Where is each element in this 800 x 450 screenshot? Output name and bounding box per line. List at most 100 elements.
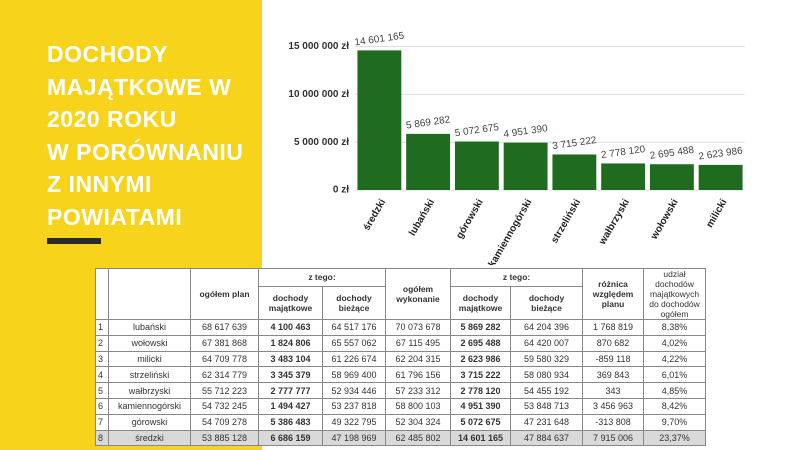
table-cell: lubański [108,319,191,336]
table-cell: 58 969 400 [321,366,387,384]
table-cell: 54 732 245 [190,397,259,415]
value-label: 2 623 986 [698,145,744,162]
slide-title: DOCHODY MAJĄTKOWE W 2020 ROKU W PORÓWNANIU Z… [47,38,243,233]
y-tick-label: 0 zł [333,185,349,196]
value-label: 2 778 120 [600,144,646,161]
bar [601,163,646,190]
table-cell: 68 617 639 [190,319,259,336]
header-cell: różnica względem planu [582,268,645,320]
header-row: ogółem plan z tego: ogółem wykonanie z t… [95,268,707,320]
table-cell: 52 934 446 [321,382,387,399]
x-tick-label: strzeliński [549,197,583,245]
y-tick-label: 5 000 000 zł [294,137,349,148]
table-cell: 1 824 806 [258,334,323,352]
value-label: 5 869 282 [405,114,451,131]
table-cell: 47 198 969 [321,429,387,447]
table-cell: 64 517 176 [321,319,387,336]
x-tick-label: kamiennogórski [487,197,535,265]
title-line: 2020 ROKU [47,106,177,132]
data-table: ogółem plan z tego: ogółem wykonanie z t… [95,268,707,447]
table-cell: 65 557 062 [321,334,387,352]
table-cell: 23,37% [643,429,707,447]
y-tick-label: 10 000 000 zł [288,89,349,100]
bar [406,133,451,190]
header-cell: ogółem plan [190,268,259,320]
table-cell: 4,02% [643,334,707,352]
x-tick-label: wołowski [649,197,681,242]
bar [357,50,402,190]
title-line: Z INNYMI [47,171,152,197]
table-cell: 61 226 674 [321,350,387,368]
value-label: 5 072 675 [454,122,500,139]
header-row: dochody majątkowe dochody bieżące dochod… [96,285,706,321]
table-cell: 47 884 637 [510,429,584,447]
value-label: 4 951 390 [503,123,549,140]
table-cell: 3 345 379 [258,366,323,384]
x-tick-label: milicki [704,197,729,230]
x-tick-label: górowski [454,197,486,241]
table-row: 2 wołowski 67 381 868 1 824 806 65 557 062 67… [95,334,707,352]
table-cell: 47 231 648 [510,413,584,431]
table-cell: 8,38% [643,319,707,336]
table-cell: 62 314 779 [190,366,259,384]
table-cell: 2 695 488 [450,334,512,352]
table-cell: kamiennogórski [108,397,191,415]
table-cell: 53 885 128 [190,429,259,447]
table-cell: 54 455 192 [510,382,584,399]
table-cell: 49 322 795 [321,413,387,431]
bar [503,142,548,190]
bar [698,164,743,190]
table-cell: 369 843 [582,366,645,384]
table-cell: 67 115 495 [385,334,452,352]
value-label: 2 695 488 [649,145,695,162]
table-cell: 55 712 223 [190,382,259,399]
table-cell: 64 709 778 [190,350,259,368]
header-cell: dochody majątkowe [258,285,323,321]
header-cell: udział dochodów majątkowych do dochodów … [643,268,707,320]
table-cell: 64 204 396 [510,319,584,336]
header-cell: z tego: [450,268,584,287]
table-cell: 1 [95,319,109,336]
title-rule [47,238,101,244]
title-line: W PORÓWNANIU [47,138,244,165]
table-cell: strzeliński [108,366,191,384]
table-cell: 62 485 802 [385,429,452,447]
table-cell: 5 [95,382,109,399]
header-cell: dochody bieżące [321,285,387,321]
title-line: POWIATAMI [47,203,183,230]
table-cell: 870 682 [582,334,645,352]
table-cell: 8 [95,429,109,447]
table-cell: 70 073 678 [385,319,452,336]
y-tick-label: 15 000 000 zł [288,41,349,52]
table-cell: 1 768 819 [582,319,645,336]
table-cell: 4 951 390 [450,397,512,415]
x-tick-label: średzki [361,197,388,233]
bar [552,154,597,190]
table-cell: górowski [108,413,191,431]
table-cell: 4,22% [643,350,707,368]
table-cell: 3 [95,350,109,368]
table-cell: 4,85% [643,382,707,399]
table-cell: 2 778 120 [450,382,512,399]
title-line: DOCHODY [47,41,169,67]
table-cell: 61 796 156 [385,366,452,384]
chart: 0 zł 5 000 000 zł 10 000 000 zł 15 000 000 … [288,31,745,265]
table-cell: 5 869 282 [450,319,512,336]
table-cell: 58 800 103 [385,397,452,415]
table-cell: milicki [108,350,191,368]
table-cell: 4 100 463 [258,319,323,336]
header-cell: z tego: [257,268,387,287]
table-cell: 6,01% [643,366,707,384]
table-cell: 7 915 006 [582,429,645,447]
title-line: MAJĄTKOWE W [47,73,232,100]
value-label: 3 715 222 [552,135,598,152]
table-cell: 67 381 868 [190,334,259,352]
table-cell: 53 848 713 [510,397,584,415]
table-cell: 2 [95,334,109,352]
table-cell: 14 601 165 [450,429,512,447]
table-cell: 59 580 329 [510,350,584,368]
table-cell: 1 494 427 [258,397,323,415]
table-cell: 53 237 818 [321,397,387,415]
table-cell: 57 233 312 [385,382,452,399]
